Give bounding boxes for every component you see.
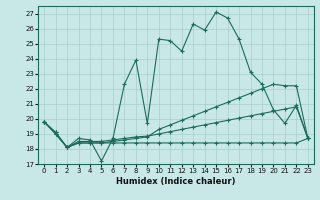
X-axis label: Humidex (Indice chaleur): Humidex (Indice chaleur) <box>116 177 236 186</box>
